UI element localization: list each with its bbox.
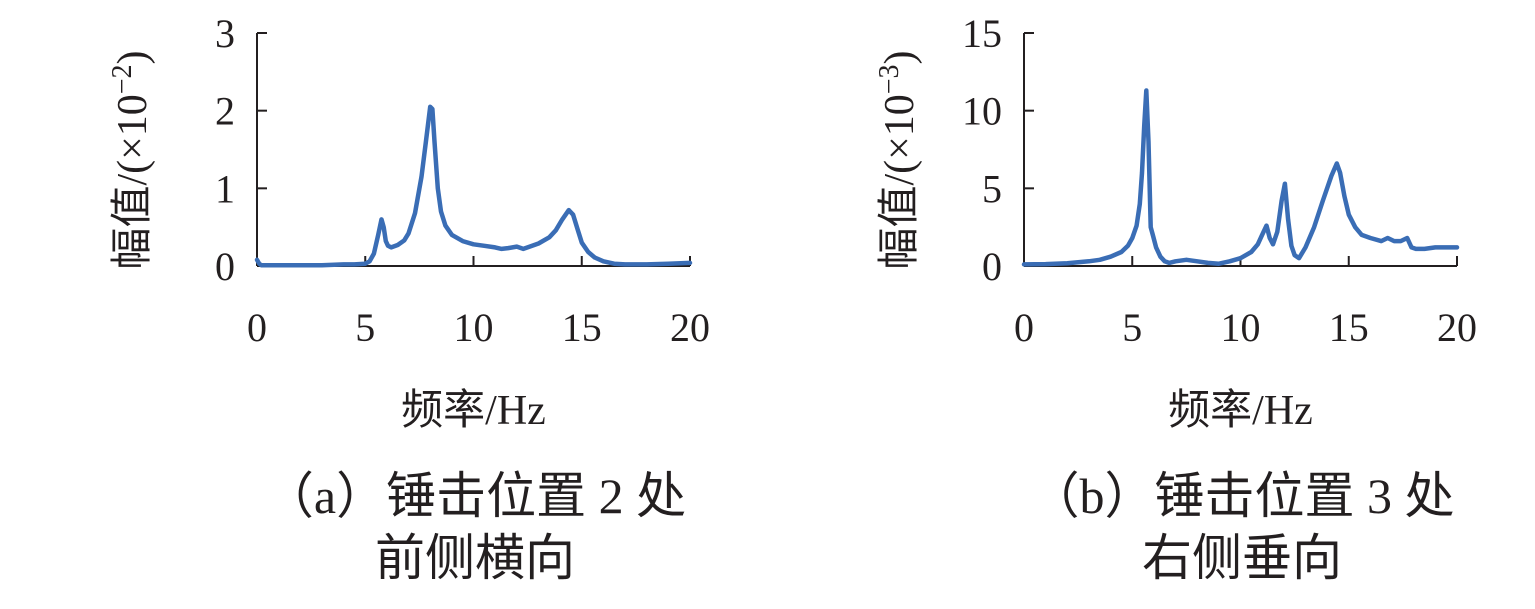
- caption-b: （b）锤击位置 3 处 右侧垂向: [962, 465, 1522, 589]
- y-axis-label-close: ): [877, 50, 923, 64]
- y-axis-label-exponent: −2: [107, 64, 138, 94]
- caption-b-line-2: 右侧垂向: [1142, 530, 1342, 586]
- y-axis-label-main: 幅值/(×10: [110, 94, 156, 269]
- x-tick-label: 15: [562, 305, 602, 350]
- chart-panel-b: 0 5 10 15 0 5 10 15 20 频率/Hz 幅值/(×10−3) （b）锤击位置 3 …: [767, 0, 1534, 609]
- y-axis-label: 幅值/(×10−2): [107, 50, 157, 269]
- y-tick-label: 0: [215, 244, 235, 289]
- x-tick-label: 5: [355, 305, 375, 350]
- y-tick-label: 1: [215, 166, 235, 211]
- x-tick-label: 5: [1122, 305, 1142, 350]
- x-tick-label: 10: [1221, 305, 1261, 350]
- series-line-a: [254, 104, 693, 268]
- y-axis-label-exponent: −3: [874, 64, 905, 94]
- x-tick-label: 0: [247, 305, 267, 350]
- x-tick-label: 20: [1437, 305, 1477, 350]
- x-tick-label: 10: [454, 305, 494, 350]
- y-tick-label: 0: [982, 244, 1002, 289]
- chart-panel-a: 0 1 2 3 0 5 10 15 20 频率/Hz 幅值/(×10−2) （a）锤击位置 2 处 …: [0, 0, 767, 609]
- y-axis-label: 幅值/(×10−3): [874, 50, 924, 269]
- y-axis-label-main: 幅值/(×10: [877, 94, 923, 269]
- x-tick-label: 15: [1329, 305, 1369, 350]
- caption-a: （a）锤击位置 2 处 前侧横向: [195, 465, 755, 589]
- svg-text:幅值/(×10−2): 幅值/(×10−2): [107, 50, 157, 269]
- x-axis-label: 频率/Hz: [401, 387, 546, 434]
- frequency-response-chart-b: 0 5 10 15 0 5 10 15 20 频率/Hz 幅值/(×10−3): [874, 11, 1478, 434]
- caption-a-line-2: 前侧横向: [375, 530, 575, 586]
- y-tick-label: 15: [962, 11, 1002, 56]
- y-axis-label-close: ): [110, 50, 156, 64]
- x-tick-label: 0: [1014, 305, 1034, 350]
- y-tick-label: 5: [982, 166, 1002, 211]
- x-axis-label: 频率/Hz: [1168, 387, 1313, 434]
- svg-text:幅值/(×10−3): 幅值/(×10−3): [874, 50, 924, 269]
- y-tick-label: 3: [215, 11, 235, 56]
- x-tick-label: 20: [670, 305, 710, 350]
- frequency-response-chart-a: 0 1 2 3 0 5 10 15 20 频率/Hz 幅值/(×10−2): [107, 11, 711, 434]
- y-tick-label: 2: [215, 89, 235, 134]
- caption-b-line-1: （b）锤击位置 3 处: [1029, 468, 1455, 524]
- y-tick-label: 10: [962, 89, 1002, 134]
- series-line-b: [1021, 88, 1460, 267]
- caption-a-line-1: （a）锤击位置 2 处: [263, 468, 687, 524]
